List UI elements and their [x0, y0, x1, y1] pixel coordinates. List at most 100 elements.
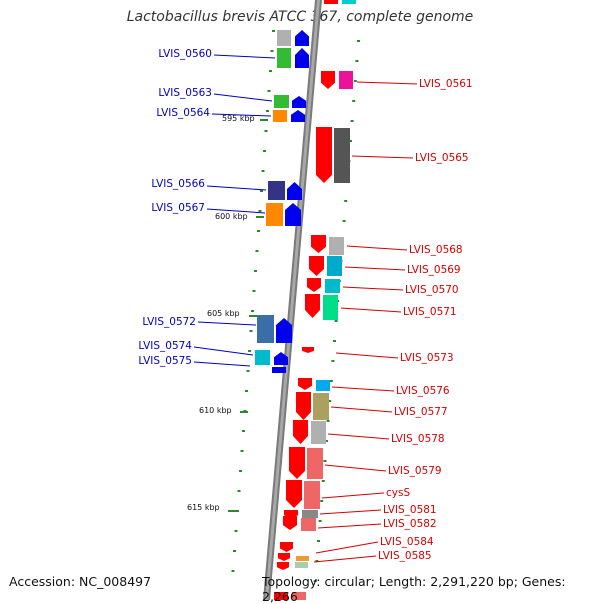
- tick-mark: [254, 270, 257, 272]
- tick-mark: [240, 450, 244, 452]
- tick-mark: [266, 110, 269, 112]
- gene-label-forward: LVIS_0582: [383, 518, 437, 530]
- tick-mark: [321, 480, 325, 482]
- backbone: [263, 0, 322, 600]
- tick-mark: [323, 460, 327, 462]
- label-line: [324, 464, 387, 472]
- label-line: [193, 346, 254, 356]
- kbp-label: 600 kbp: [215, 212, 248, 221]
- tick-mark: [239, 470, 242, 472]
- gene-label-forward: LVIS_0581: [383, 504, 437, 516]
- feature-box: [334, 128, 350, 183]
- feature-box: [266, 203, 283, 226]
- label-line: [331, 386, 395, 392]
- label-line: [351, 155, 414, 159]
- label-line: [356, 81, 418, 85]
- tick-mark: [329, 380, 333, 382]
- gene-label-reverse: LVIS_0563: [158, 87, 212, 99]
- forward-gene-arrow: [321, 71, 335, 89]
- feature-box: [302, 510, 318, 518]
- gene-label-reverse: LVIS_0575: [138, 355, 192, 367]
- reverse-gene-arrow: [295, 48, 309, 68]
- tick-mark: [251, 310, 254, 312]
- feature-box: [339, 71, 353, 89]
- label-line: [315, 541, 379, 554]
- label-line: [206, 185, 267, 191]
- reverse-gene-arrow: [291, 110, 305, 122]
- gene-label-reverse: LVIS_0572: [142, 316, 196, 328]
- gene-label-forward: LVIS_0585: [378, 550, 432, 562]
- gene-features: [255, 0, 356, 600]
- map-title: Lactobacillus brevis ATCC 367, complete …: [126, 9, 474, 25]
- label-line: [330, 406, 393, 413]
- forward-gene-arrow: [316, 127, 332, 183]
- feature-box: [274, 592, 288, 600]
- kbp-label: 605 kbp: [207, 309, 240, 318]
- tick-mark: [237, 490, 241, 492]
- label-line: [342, 286, 404, 291]
- tick-mark: [255, 250, 259, 252]
- tick-mark: [261, 170, 265, 172]
- feature-box: [325, 279, 340, 293]
- feature-box: [313, 393, 329, 420]
- tick-mark: [270, 50, 274, 52]
- label-line: [344, 266, 406, 271]
- forward-gene-arrow: [311, 235, 326, 253]
- feature-box: [268, 181, 285, 200]
- tick-mark: [248, 350, 251, 352]
- tick-mark: [258, 210, 262, 212]
- gene-label-forward: LVIS_0577: [394, 406, 448, 418]
- major-tick: [256, 216, 264, 218]
- label-line: [319, 509, 382, 515]
- tick-mark: [315, 560, 319, 562]
- label-line: [213, 93, 273, 102]
- tick-mark: [317, 540, 320, 542]
- label-line: [327, 433, 390, 440]
- feature-box: [257, 315, 274, 343]
- tick-mark: [355, 60, 359, 62]
- kbp-label: 595 kbp: [222, 114, 255, 123]
- tick-mark: [249, 330, 253, 332]
- gene-label-reverse: LVIS_0566: [151, 178, 205, 190]
- tick-mark: [260, 190, 263, 192]
- gene-label-forward: LVIS_0570: [405, 284, 459, 296]
- tick-mark: [350, 120, 354, 122]
- tick-mark: [272, 30, 275, 32]
- reverse-gene-arrow: [285, 203, 301, 226]
- gene-label-forward: LVIS_0568: [409, 244, 463, 256]
- tick-mark: [352, 100, 356, 102]
- tick-mark: [236, 510, 239, 512]
- feature-box: [307, 448, 323, 479]
- major-tick: [228, 510, 236, 512]
- feature-box: [342, 0, 356, 4]
- major-tick: [260, 119, 268, 121]
- forward-gene-arrow: [302, 347, 314, 353]
- kbp-label: 615 kbp: [187, 503, 220, 512]
- feature-box: [272, 367, 286, 373]
- forward-gene-arrow: [286, 480, 302, 508]
- tick-mark: [267, 90, 271, 92]
- label-line: [193, 361, 251, 367]
- feature-box: [316, 380, 330, 391]
- tick-mark: [245, 390, 248, 392]
- tick-mark: [328, 400, 332, 402]
- gene-label-reverse: LVIS_0564: [156, 107, 210, 119]
- feature-box: [327, 256, 342, 276]
- reverse-gene-arrow: [276, 318, 292, 343]
- feature-box: [273, 110, 287, 122]
- forward-gene-arrow: [289, 447, 305, 479]
- feature-box: [296, 556, 309, 561]
- reverse-gene-arrow: [295, 30, 309, 46]
- feature-box: [292, 592, 306, 600]
- feature-box: [255, 350, 270, 365]
- gene-label-reverse: LVIS_0560: [158, 48, 212, 60]
- tick-mark: [326, 420, 330, 422]
- forward-gene-arrow: [305, 294, 320, 318]
- feature-box: [323, 295, 338, 320]
- forward-gene-arrow: [298, 378, 312, 390]
- gene-label-forward: LVIS_0571: [403, 306, 457, 318]
- gene-label-forward: LVIS_0579: [388, 465, 442, 477]
- feature-box: [311, 421, 326, 444]
- feature-box: [324, 0, 338, 4]
- gene-label-forward: LVIS_0565: [415, 152, 469, 164]
